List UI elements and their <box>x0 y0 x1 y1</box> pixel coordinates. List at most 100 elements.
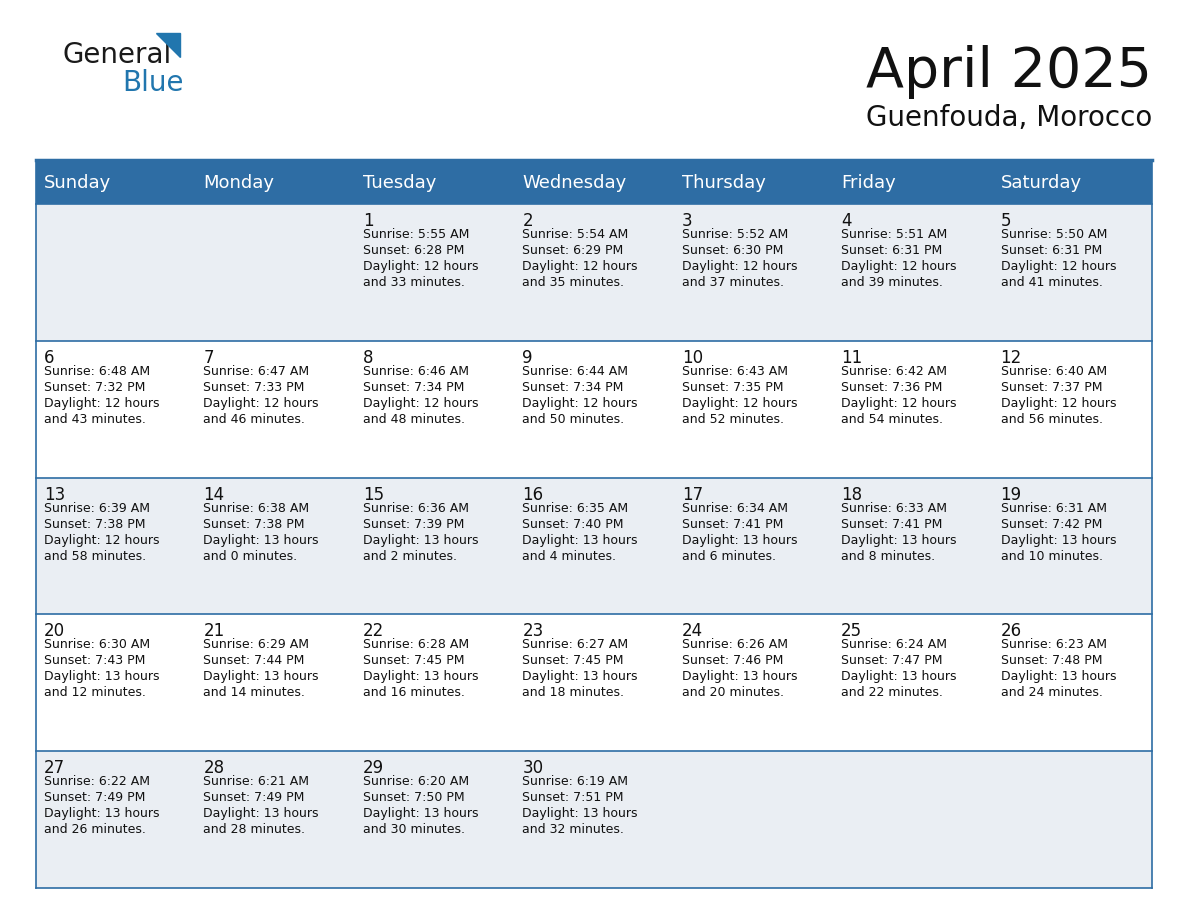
Text: and 43 minutes.: and 43 minutes. <box>44 413 146 426</box>
Text: Sunrise: 6:38 AM: Sunrise: 6:38 AM <box>203 501 310 515</box>
Text: Wednesday: Wednesday <box>523 174 626 192</box>
Text: and 2 minutes.: and 2 minutes. <box>362 550 457 563</box>
Text: Daylight: 12 hours: Daylight: 12 hours <box>841 260 956 273</box>
Text: 9: 9 <box>523 349 532 367</box>
Text: Sunset: 7:32 PM: Sunset: 7:32 PM <box>44 381 145 394</box>
Text: Sunrise: 6:33 AM: Sunrise: 6:33 AM <box>841 501 947 515</box>
Text: Sunrise: 6:30 AM: Sunrise: 6:30 AM <box>44 638 150 652</box>
Text: Sunset: 7:45 PM: Sunset: 7:45 PM <box>362 655 465 667</box>
Text: Guenfouda, Morocco: Guenfouda, Morocco <box>866 104 1152 132</box>
Text: and 52 minutes.: and 52 minutes. <box>682 413 784 426</box>
Text: Sunset: 7:48 PM: Sunset: 7:48 PM <box>1000 655 1102 667</box>
Text: Daylight: 12 hours: Daylight: 12 hours <box>523 397 638 409</box>
Text: Daylight: 13 hours: Daylight: 13 hours <box>203 533 318 546</box>
Text: 4: 4 <box>841 212 852 230</box>
Text: 5: 5 <box>1000 212 1011 230</box>
Text: 23: 23 <box>523 622 544 641</box>
Text: and 20 minutes.: and 20 minutes. <box>682 687 784 700</box>
Text: Daylight: 12 hours: Daylight: 12 hours <box>682 397 797 409</box>
Text: 13: 13 <box>44 486 65 504</box>
Text: and 37 minutes.: and 37 minutes. <box>682 276 784 289</box>
Text: Sunset: 7:34 PM: Sunset: 7:34 PM <box>362 381 465 394</box>
Text: Daylight: 13 hours: Daylight: 13 hours <box>841 533 956 546</box>
Text: and 14 minutes.: and 14 minutes. <box>203 687 305 700</box>
Text: Sunset: 7:46 PM: Sunset: 7:46 PM <box>682 655 783 667</box>
Text: and 6 minutes.: and 6 minutes. <box>682 550 776 563</box>
Text: Daylight: 13 hours: Daylight: 13 hours <box>523 670 638 683</box>
Text: Sunset: 7:33 PM: Sunset: 7:33 PM <box>203 381 305 394</box>
Text: and 0 minutes.: and 0 minutes. <box>203 550 297 563</box>
Text: Sunrise: 6:27 AM: Sunrise: 6:27 AM <box>523 638 628 652</box>
Text: April 2025: April 2025 <box>866 45 1152 99</box>
Text: 12: 12 <box>1000 349 1022 367</box>
Text: and 12 minutes.: and 12 minutes. <box>44 687 146 700</box>
Text: Sunrise: 6:34 AM: Sunrise: 6:34 AM <box>682 501 788 515</box>
Text: and 24 minutes.: and 24 minutes. <box>1000 687 1102 700</box>
Text: and 32 minutes.: and 32 minutes. <box>523 823 624 836</box>
Text: Daylight: 12 hours: Daylight: 12 hours <box>841 397 956 409</box>
Text: 24: 24 <box>682 622 703 641</box>
Text: Sunrise: 5:50 AM: Sunrise: 5:50 AM <box>1000 228 1107 241</box>
Text: Sunset: 7:40 PM: Sunset: 7:40 PM <box>523 518 624 531</box>
Text: Daylight: 12 hours: Daylight: 12 hours <box>362 397 479 409</box>
Text: Sunrise: 6:44 AM: Sunrise: 6:44 AM <box>523 364 628 378</box>
Bar <box>36 204 1152 341</box>
Text: Daylight: 12 hours: Daylight: 12 hours <box>523 260 638 273</box>
Text: Sunrise: 6:36 AM: Sunrise: 6:36 AM <box>362 501 469 515</box>
Text: Sunrise: 6:19 AM: Sunrise: 6:19 AM <box>523 775 628 789</box>
Text: Sunset: 6:31 PM: Sunset: 6:31 PM <box>1000 244 1101 257</box>
Text: Sunset: 7:43 PM: Sunset: 7:43 PM <box>44 655 145 667</box>
Text: Daylight: 13 hours: Daylight: 13 hours <box>523 533 638 546</box>
Text: Sunset: 7:49 PM: Sunset: 7:49 PM <box>44 791 145 804</box>
Text: 26: 26 <box>1000 622 1022 641</box>
Text: Daylight: 13 hours: Daylight: 13 hours <box>203 670 318 683</box>
Text: Daylight: 12 hours: Daylight: 12 hours <box>44 533 159 546</box>
Text: 15: 15 <box>362 486 384 504</box>
Text: 14: 14 <box>203 486 225 504</box>
Text: Sunset: 7:41 PM: Sunset: 7:41 PM <box>682 518 783 531</box>
Text: Daylight: 13 hours: Daylight: 13 hours <box>362 533 479 546</box>
Text: Sunset: 7:47 PM: Sunset: 7:47 PM <box>841 655 942 667</box>
Text: and 56 minutes.: and 56 minutes. <box>1000 413 1102 426</box>
Text: Sunset: 7:36 PM: Sunset: 7:36 PM <box>841 381 942 394</box>
Text: Sunset: 6:30 PM: Sunset: 6:30 PM <box>682 244 783 257</box>
Text: Sunrise: 6:31 AM: Sunrise: 6:31 AM <box>1000 501 1106 515</box>
Text: and 16 minutes.: and 16 minutes. <box>362 687 465 700</box>
Text: Daylight: 13 hours: Daylight: 13 hours <box>362 670 479 683</box>
Text: 20: 20 <box>44 622 65 641</box>
Text: Sunrise: 6:24 AM: Sunrise: 6:24 AM <box>841 638 947 652</box>
Text: Daylight: 13 hours: Daylight: 13 hours <box>682 533 797 546</box>
Text: Sunrise: 5:54 AM: Sunrise: 5:54 AM <box>523 228 628 241</box>
Text: Sunset: 7:38 PM: Sunset: 7:38 PM <box>44 518 145 531</box>
Text: Sunrise: 6:21 AM: Sunrise: 6:21 AM <box>203 775 309 789</box>
Text: and 4 minutes.: and 4 minutes. <box>523 550 617 563</box>
Text: 7: 7 <box>203 349 214 367</box>
Text: Sunrise: 6:28 AM: Sunrise: 6:28 AM <box>362 638 469 652</box>
Text: Sunrise: 6:46 AM: Sunrise: 6:46 AM <box>362 364 469 378</box>
Text: Blue: Blue <box>122 69 183 97</box>
Text: Sunset: 6:31 PM: Sunset: 6:31 PM <box>841 244 942 257</box>
Text: and 48 minutes.: and 48 minutes. <box>362 413 465 426</box>
Text: Daylight: 13 hours: Daylight: 13 hours <box>841 670 956 683</box>
Text: 18: 18 <box>841 486 862 504</box>
Text: Daylight: 13 hours: Daylight: 13 hours <box>1000 670 1116 683</box>
Text: Sunset: 6:28 PM: Sunset: 6:28 PM <box>362 244 465 257</box>
Text: Sunset: 7:41 PM: Sunset: 7:41 PM <box>841 518 942 531</box>
Text: Daylight: 12 hours: Daylight: 12 hours <box>362 260 479 273</box>
Text: and 10 minutes.: and 10 minutes. <box>1000 550 1102 563</box>
Text: Sunrise: 6:42 AM: Sunrise: 6:42 AM <box>841 364 947 378</box>
Bar <box>36 477 1152 614</box>
Text: 25: 25 <box>841 622 862 641</box>
Text: 19: 19 <box>1000 486 1022 504</box>
Text: 28: 28 <box>203 759 225 778</box>
Bar <box>36 162 1152 204</box>
Text: 29: 29 <box>362 759 384 778</box>
Text: 17: 17 <box>682 486 703 504</box>
Text: Daylight: 12 hours: Daylight: 12 hours <box>682 260 797 273</box>
Text: and 18 minutes.: and 18 minutes. <box>523 687 624 700</box>
Text: Sunset: 7:38 PM: Sunset: 7:38 PM <box>203 518 305 531</box>
Text: Saturday: Saturday <box>1000 174 1082 192</box>
Text: 6: 6 <box>44 349 55 367</box>
Text: Sunrise: 6:22 AM: Sunrise: 6:22 AM <box>44 775 150 789</box>
Text: Sunset: 7:34 PM: Sunset: 7:34 PM <box>523 381 624 394</box>
